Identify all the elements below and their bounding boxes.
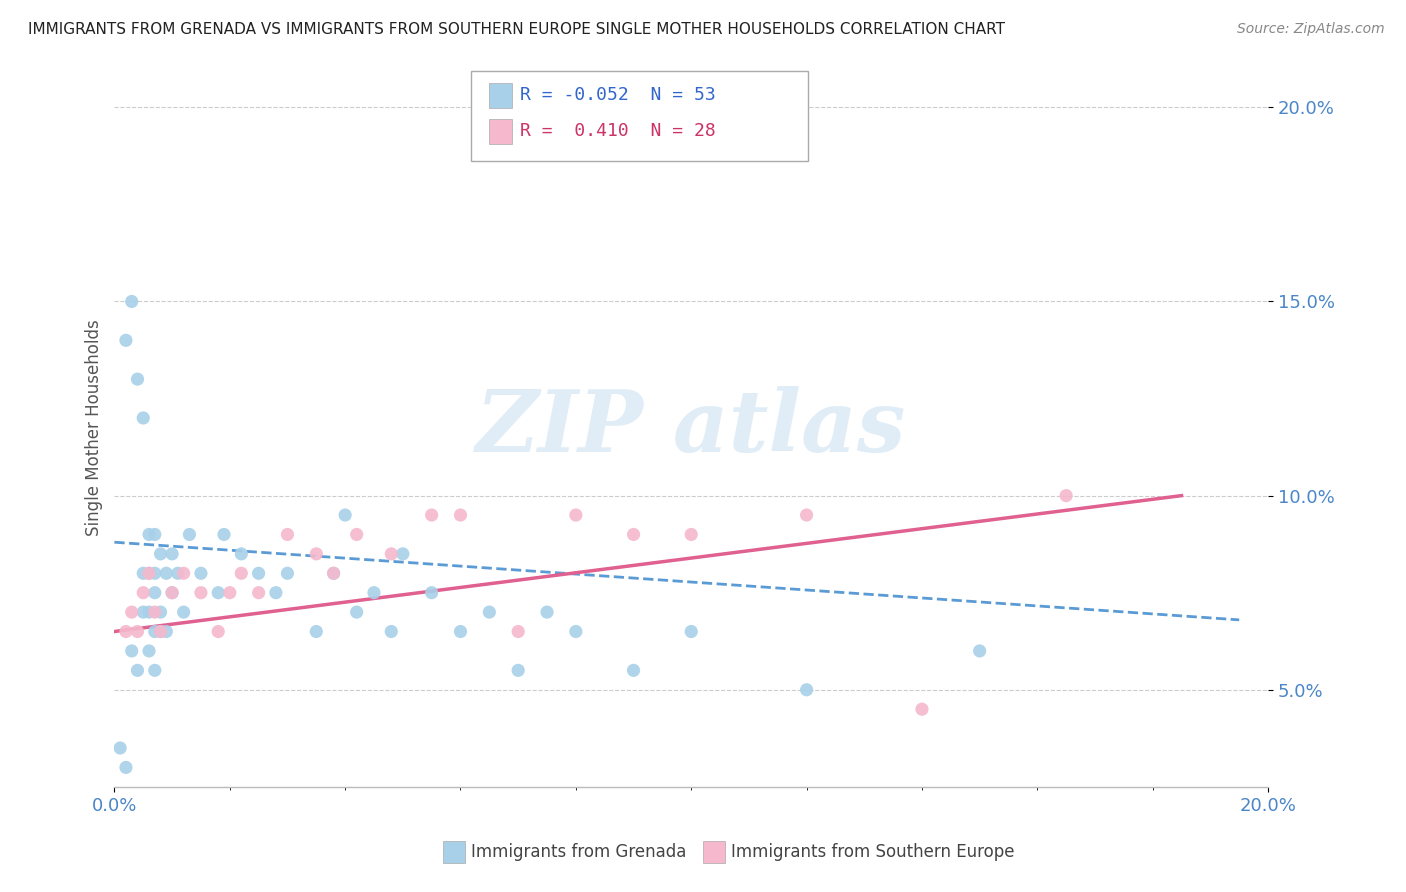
Point bbox=[149, 605, 172, 619]
Point bbox=[380, 547, 402, 561]
Point bbox=[565, 508, 588, 522]
Point bbox=[115, 624, 138, 639]
Point bbox=[190, 566, 212, 581]
Text: ZIP atlas: ZIP atlas bbox=[477, 386, 907, 469]
Text: R = -0.052  N = 53: R = -0.052 N = 53 bbox=[520, 87, 716, 104]
Text: Source: ZipAtlas.com: Source: ZipAtlas.com bbox=[1237, 22, 1385, 37]
Text: Immigrants from Grenada: Immigrants from Grenada bbox=[471, 843, 686, 862]
Point bbox=[231, 566, 253, 581]
Point bbox=[138, 527, 160, 541]
Point bbox=[138, 605, 160, 619]
Point bbox=[143, 585, 166, 599]
Point bbox=[190, 585, 212, 599]
Point bbox=[207, 624, 229, 639]
Point bbox=[322, 566, 344, 581]
Y-axis label: Single Mother Households: Single Mother Households bbox=[86, 319, 103, 536]
Point bbox=[143, 624, 166, 639]
Point bbox=[160, 547, 183, 561]
Point bbox=[155, 566, 177, 581]
Point bbox=[450, 508, 472, 522]
Point bbox=[132, 411, 155, 425]
Point bbox=[391, 547, 413, 561]
Point bbox=[681, 527, 703, 541]
Point bbox=[1054, 489, 1077, 503]
Point bbox=[623, 527, 645, 541]
Point bbox=[796, 682, 818, 697]
Point bbox=[969, 644, 991, 658]
Point bbox=[508, 624, 530, 639]
Point bbox=[380, 624, 402, 639]
Point bbox=[247, 585, 270, 599]
Text: Immigrants from Southern Europe: Immigrants from Southern Europe bbox=[731, 843, 1015, 862]
Point bbox=[121, 294, 143, 309]
Point bbox=[108, 741, 131, 756]
Point bbox=[363, 585, 385, 599]
Point bbox=[508, 664, 530, 678]
Point bbox=[160, 585, 183, 599]
Point bbox=[160, 585, 183, 599]
Point bbox=[132, 605, 155, 619]
Point bbox=[212, 527, 235, 541]
Point bbox=[115, 334, 138, 348]
Point bbox=[127, 664, 149, 678]
Point bbox=[132, 585, 155, 599]
Point bbox=[623, 664, 645, 678]
Point bbox=[346, 527, 368, 541]
Point bbox=[167, 566, 190, 581]
Point bbox=[565, 624, 588, 639]
Point bbox=[796, 508, 818, 522]
Point bbox=[143, 605, 166, 619]
Point bbox=[264, 585, 287, 599]
Point bbox=[681, 624, 703, 639]
Point bbox=[155, 624, 177, 639]
Point bbox=[138, 644, 160, 658]
Point bbox=[127, 624, 149, 639]
Point bbox=[149, 624, 172, 639]
Point bbox=[132, 566, 155, 581]
Point bbox=[179, 527, 201, 541]
Point bbox=[322, 566, 344, 581]
Point bbox=[143, 664, 166, 678]
Point bbox=[536, 605, 558, 619]
Point bbox=[333, 508, 356, 522]
Point bbox=[346, 605, 368, 619]
Point bbox=[115, 760, 138, 774]
Point bbox=[121, 605, 143, 619]
Point bbox=[138, 566, 160, 581]
Point bbox=[305, 547, 328, 561]
Point bbox=[218, 585, 240, 599]
Point bbox=[143, 527, 166, 541]
Point bbox=[420, 585, 443, 599]
Point bbox=[450, 624, 472, 639]
Point bbox=[231, 547, 253, 561]
Point bbox=[143, 566, 166, 581]
Point bbox=[149, 547, 172, 561]
Point bbox=[173, 566, 195, 581]
Point bbox=[420, 508, 443, 522]
Point bbox=[247, 566, 270, 581]
Text: R =  0.410  N = 28: R = 0.410 N = 28 bbox=[520, 122, 716, 140]
Point bbox=[173, 605, 195, 619]
Point bbox=[121, 644, 143, 658]
Point bbox=[127, 372, 149, 386]
Point bbox=[276, 566, 298, 581]
Point bbox=[138, 566, 160, 581]
Point bbox=[305, 624, 328, 639]
Point bbox=[911, 702, 934, 716]
Point bbox=[207, 585, 229, 599]
Text: IMMIGRANTS FROM GRENADA VS IMMIGRANTS FROM SOUTHERN EUROPE SINGLE MOTHER HOUSEHO: IMMIGRANTS FROM GRENADA VS IMMIGRANTS FR… bbox=[28, 22, 1005, 37]
Point bbox=[478, 605, 501, 619]
Point bbox=[149, 624, 172, 639]
Point bbox=[276, 527, 298, 541]
